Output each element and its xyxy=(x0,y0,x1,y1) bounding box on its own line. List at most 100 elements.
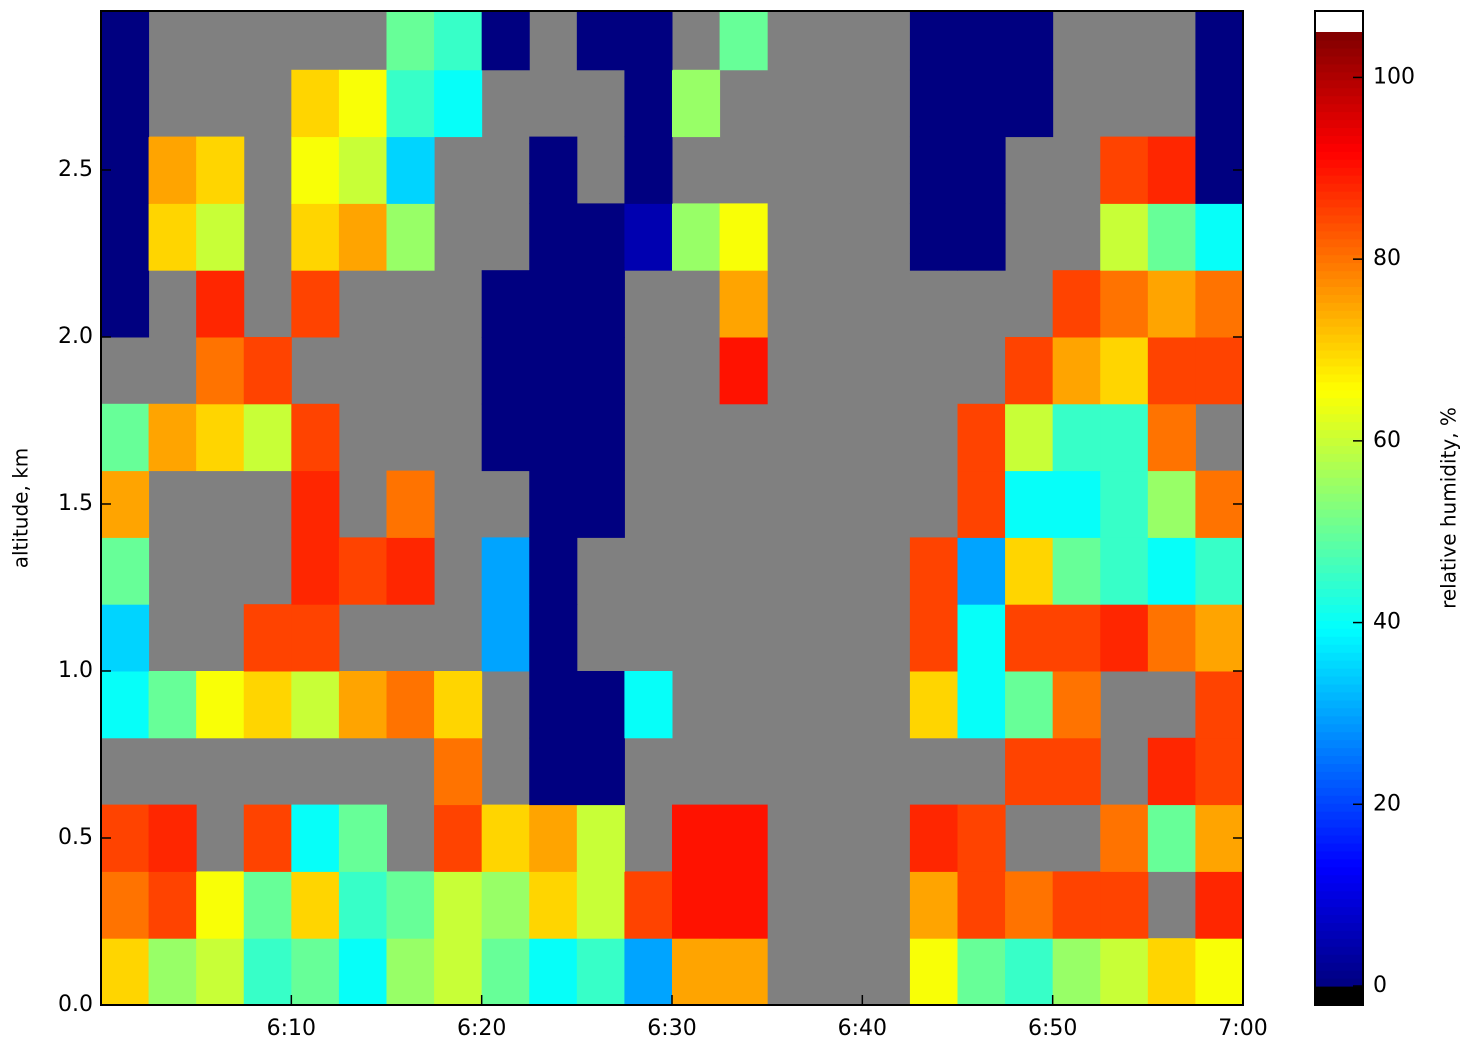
colorbar-segment xyxy=(1315,461,1363,470)
heatmap-cell xyxy=(909,804,958,872)
colorbar-segment xyxy=(1315,445,1363,454)
colorbar-extension-under xyxy=(1315,986,1363,1005)
heatmap-cell xyxy=(434,804,483,872)
heatmap-cell xyxy=(529,804,578,872)
heatmap-cell xyxy=(101,270,150,338)
colorbar-segment xyxy=(1315,79,1363,89)
colorbar-segment xyxy=(1315,914,1363,923)
colorbar-segment xyxy=(1315,691,1363,701)
heatmap-cell xyxy=(291,69,340,138)
heatmap-cell xyxy=(434,737,483,806)
heatmap-cell xyxy=(481,11,530,71)
colorbar-segment xyxy=(1315,747,1363,757)
heatmap-cell xyxy=(576,270,625,338)
colorbar-segment xyxy=(1315,334,1363,343)
heatmap-cell xyxy=(338,938,387,1005)
heatmap-cell xyxy=(1147,604,1196,672)
heatmap-cell xyxy=(957,136,1006,204)
y-tick-label: 2.0 xyxy=(58,324,93,349)
colorbar-segment xyxy=(1315,103,1363,113)
colorbar-segment xyxy=(1315,652,1363,661)
heatmap-cell xyxy=(957,670,1006,739)
heatmap-cell xyxy=(1147,203,1196,271)
heatmap-cell xyxy=(909,604,958,672)
heatmap-cell xyxy=(957,403,1006,472)
heatmap-cell xyxy=(957,871,1006,939)
colorbar-segment xyxy=(1315,509,1363,518)
heatmap-cell xyxy=(1100,470,1149,538)
colorbar-segment xyxy=(1315,39,1363,49)
heatmap-cell xyxy=(672,804,721,872)
colorbar-segment xyxy=(1315,342,1363,351)
heatmap-cell xyxy=(529,737,578,806)
colorbar-segment xyxy=(1315,715,1363,725)
heatmap-cell xyxy=(672,203,721,271)
heatmap-cell xyxy=(576,737,625,806)
colorbar-segment xyxy=(1315,803,1363,812)
heatmap-cell xyxy=(386,69,435,138)
heatmap-cell xyxy=(1100,871,1149,939)
colorbar-tick-label: 100 xyxy=(1373,64,1415,89)
heatmap-cell xyxy=(909,871,958,939)
heatmap-cell xyxy=(624,11,673,71)
colorbar-segment xyxy=(1315,270,1363,280)
heatmap-cell xyxy=(243,871,292,939)
colorbar-segment xyxy=(1315,962,1363,971)
colorbar-segment xyxy=(1315,477,1363,486)
colorbar-segment xyxy=(1315,628,1363,637)
heatmap-cell xyxy=(1005,737,1054,806)
heatmap-cell xyxy=(957,203,1006,271)
colorbar-segment xyxy=(1315,675,1363,685)
colorbar-segment xyxy=(1315,143,1363,152)
heatmap-cell xyxy=(1052,336,1101,405)
heatmap-cell xyxy=(481,938,530,1005)
heatmap-cell xyxy=(481,804,530,872)
heatmap-cell xyxy=(386,470,435,538)
heatmap-cell xyxy=(1147,403,1196,472)
x-tick-label: 6:30 xyxy=(647,1016,696,1041)
heatmap-cell xyxy=(957,470,1006,538)
colorbar-segment xyxy=(1315,421,1363,431)
colorbar-segment xyxy=(1315,310,1363,319)
heatmap-cell xyxy=(1195,871,1243,939)
heatmap-cell xyxy=(909,11,958,71)
colorbar-segment xyxy=(1315,763,1363,772)
heatmap-cell xyxy=(338,537,387,605)
heatmap-cell xyxy=(386,938,435,1005)
y-tick-label: 1.5 xyxy=(58,491,93,516)
heatmap-cell xyxy=(576,470,625,538)
colorbar-segment xyxy=(1315,970,1363,979)
heatmap-cell xyxy=(1147,336,1196,405)
x-tick-label: 6:10 xyxy=(267,1016,316,1041)
heatmap-cell xyxy=(1052,938,1101,1005)
heatmap-cell xyxy=(196,403,245,472)
heatmap-cell xyxy=(624,938,673,1005)
colorbar-segment xyxy=(1315,930,1363,939)
heatmap-cell xyxy=(101,403,150,472)
colorbar-segment xyxy=(1315,668,1363,677)
colorbar-segment xyxy=(1315,858,1363,868)
colorbar-segment xyxy=(1315,127,1363,136)
heatmap-cell xyxy=(291,938,340,1005)
heatmap-cell xyxy=(338,804,387,872)
heatmap-cell xyxy=(529,136,578,204)
heatmap-cell xyxy=(243,804,292,872)
colorbar-segment xyxy=(1315,55,1363,65)
heatmap-cell xyxy=(101,69,150,138)
heatmap-cell xyxy=(101,871,150,939)
colorbar-segment xyxy=(1315,326,1363,335)
colorbar-segment xyxy=(1315,779,1363,788)
heatmap-cell xyxy=(338,871,387,939)
x-tick-label: 6:40 xyxy=(838,1016,887,1041)
colorbar-segment xyxy=(1315,978,1363,987)
heatmap-cell xyxy=(529,270,578,338)
colorbar-segment xyxy=(1315,620,1363,629)
heatmap-cell xyxy=(909,537,958,605)
heatmap-cell xyxy=(1005,403,1054,472)
heatmap-cell xyxy=(386,11,435,71)
heatmap-cell xyxy=(243,403,292,472)
colorbar-tick-label: 80 xyxy=(1373,246,1401,271)
colorbar-segment xyxy=(1315,556,1363,566)
heatmap-cell xyxy=(529,403,578,472)
heatmap-cell xyxy=(101,670,150,739)
